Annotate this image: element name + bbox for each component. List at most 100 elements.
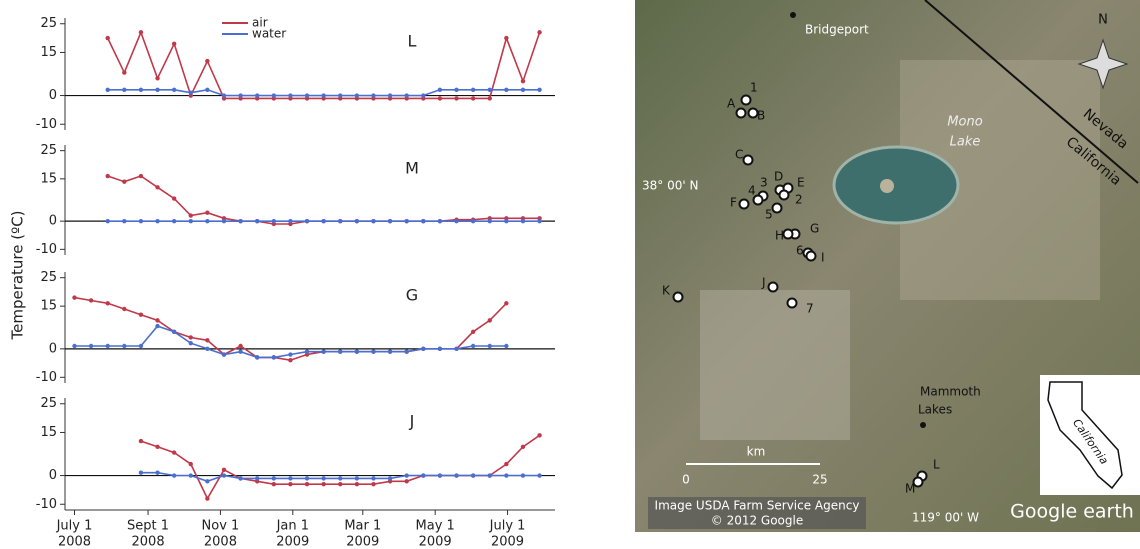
map-label: © 2012 Google [711,514,803,528]
data-point [504,473,509,478]
data-point [88,298,94,303]
data-point [404,218,409,224]
data-point [221,467,227,472]
data-point [321,93,326,98]
data-point [155,185,160,190]
data-point [171,218,177,224]
data-point [371,481,376,487]
data-point [171,41,177,47]
data-point [155,76,160,81]
data-point [520,473,526,478]
data-point [321,218,326,224]
y-tick-label: 0 [49,88,57,103]
data-point [72,295,77,300]
data-point [504,87,509,92]
data-point [105,35,110,41]
panel-label: M [405,159,419,178]
x-tick-label: 2009 [346,535,379,549]
data-point [188,473,193,478]
series-line [74,296,507,362]
panel-label: L [408,32,417,51]
data-point [421,473,426,478]
y-tick-label: 15 [40,425,57,440]
y-tick-label: 15 [40,171,57,186]
compass [1077,38,1129,90]
panel-label: J [409,412,415,431]
data-point [304,349,310,354]
y-tick-label: -10 [36,117,57,132]
data-point [504,343,509,349]
data-point [138,30,144,35]
data-point [454,346,459,352]
data-point [454,473,459,478]
data-point [255,355,260,360]
data-point [88,343,94,349]
data-point [155,218,160,224]
data-point [454,218,459,224]
data-point [470,96,476,101]
map-label: Lakes [918,403,952,417]
data-point [105,301,110,306]
town-dot [790,12,796,18]
site-marker [805,250,817,262]
map-label: Image USDA Farm Service Agency [655,499,860,513]
data-point [470,473,476,478]
data-point [288,476,293,481]
data-point [171,87,177,92]
site-label: 4 [748,184,756,198]
data-point [171,450,177,455]
data-point [238,93,243,98]
data-point [371,476,376,481]
site-marker [742,154,754,166]
legend-label: air [252,16,268,30]
data-point [304,93,310,98]
map-label: Lake [950,135,981,150]
data-point [138,470,144,475]
data-point [122,179,127,184]
data-point [205,87,210,92]
y-tick-label: 25 [40,396,57,411]
data-point [421,218,426,224]
y-tick-label: 0 [49,214,57,229]
data-point [188,340,193,346]
terrain-patch [700,290,850,440]
data-point [155,444,160,450]
map-label: Google earth [1010,501,1134,523]
data-point [155,470,160,475]
data-point [271,218,277,224]
data-point [354,93,360,98]
data-point [537,473,542,478]
data-point [520,87,526,92]
data-point [520,444,526,450]
data-point [304,481,310,487]
site-marker [767,281,779,293]
data-point [122,87,127,92]
y-tick-label: 0 [49,468,57,483]
island [880,179,894,193]
site-marker [782,228,794,240]
data-point [138,343,144,349]
data-point [537,433,542,438]
data-point [171,473,177,478]
data-point [122,343,127,349]
data-point [487,343,492,349]
map-label: 0 [682,473,690,487]
data-point [238,349,243,354]
data-point [338,93,343,98]
data-point [105,218,110,224]
site-marker [747,107,759,119]
site-label: 5 [765,208,773,222]
data-point [122,70,127,75]
data-point [171,196,177,201]
x-tick-label: Jan 1 [276,519,309,534]
panel-label: G [406,286,418,305]
data-point [271,355,277,360]
map-label: N [1098,13,1108,28]
data-point [470,329,476,334]
data-point [404,473,409,478]
data-point [205,338,210,343]
site-marker [778,189,790,201]
data-point [138,173,144,179]
data-point [155,323,160,329]
